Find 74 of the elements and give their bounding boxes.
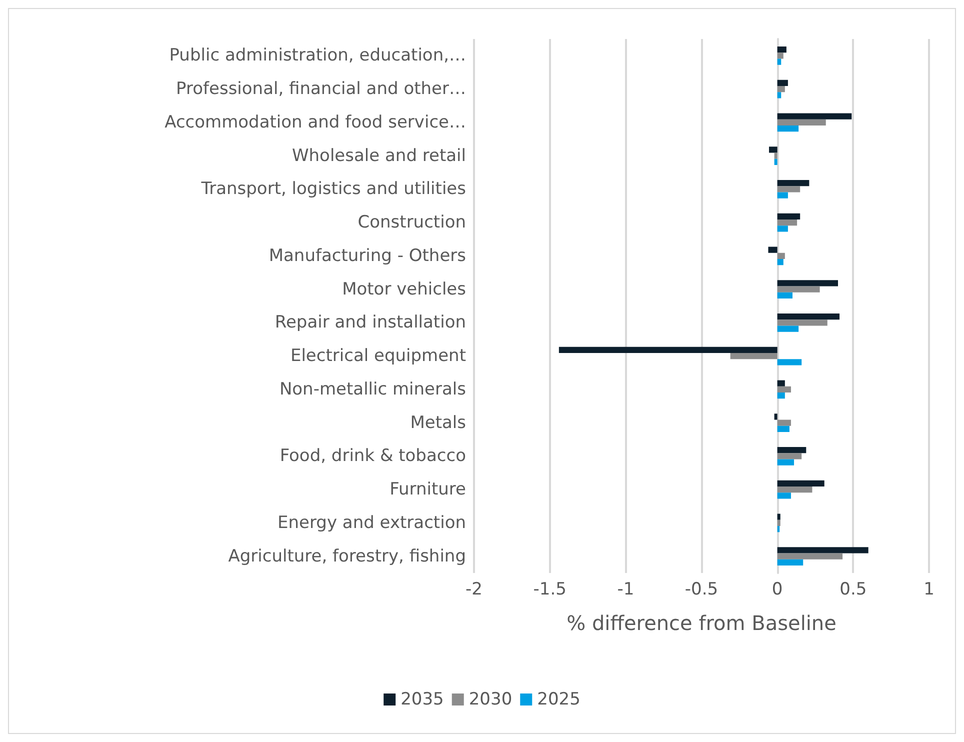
bar xyxy=(777,286,820,292)
bar xyxy=(774,152,778,159)
bar xyxy=(777,459,794,466)
y-tick-label: Metals xyxy=(410,412,466,433)
bar xyxy=(777,280,838,286)
bar xyxy=(777,180,810,186)
bar xyxy=(777,547,868,554)
y-tick-label: Agriculture, forestry, fishing xyxy=(228,546,466,566)
y-tick-label: Repair and installation xyxy=(274,312,466,333)
legend-label: 2035 xyxy=(400,690,444,710)
y-tick-label: Electrical equipment xyxy=(290,346,466,366)
bar xyxy=(777,113,852,120)
bar xyxy=(777,426,790,432)
bar xyxy=(777,86,785,92)
y-tick-label: Professional, financial and other… xyxy=(176,79,466,100)
bar xyxy=(558,346,778,354)
bar xyxy=(777,492,791,499)
bar xyxy=(777,192,788,198)
bar xyxy=(777,186,800,192)
y-tick-label: Furniture xyxy=(390,480,466,500)
x-tick-label: -1 xyxy=(617,580,634,600)
legend-label: 2030 xyxy=(468,690,512,710)
bar xyxy=(777,292,792,298)
bar xyxy=(777,125,799,132)
x-tick-label: -0.5 xyxy=(684,580,718,600)
x-tick-label: 0.5 xyxy=(840,580,867,600)
y-tick-label: Transport, logistics and utilities xyxy=(200,179,466,200)
bar xyxy=(777,326,799,332)
y-tick-label: Manufacturing - Others xyxy=(268,246,466,266)
bar xyxy=(777,226,788,232)
bar xyxy=(777,386,791,392)
bar xyxy=(777,320,828,326)
bar xyxy=(768,246,778,253)
y-tick-label: Non-metallic minerals xyxy=(279,379,466,400)
bar xyxy=(777,314,840,320)
y-tick-label: Construction xyxy=(358,212,466,233)
bar xyxy=(777,80,788,86)
bar xyxy=(777,447,806,454)
bar xyxy=(777,92,782,98)
bar xyxy=(777,58,782,65)
y-tick-label: Food, drink & tobacco xyxy=(280,446,466,466)
x-tick-label: 1 xyxy=(924,580,934,600)
bar xyxy=(777,553,843,560)
bar xyxy=(777,480,824,487)
x-tick-label: -2 xyxy=(466,580,482,600)
bar xyxy=(777,359,802,366)
bar xyxy=(777,392,785,399)
bar xyxy=(768,146,778,153)
x-axis-title: % difference from Baseline xyxy=(566,611,836,635)
bar xyxy=(777,514,780,520)
bar xyxy=(777,559,804,566)
y-tick-label: Wholesale and retail xyxy=(292,146,466,166)
bar xyxy=(777,252,785,259)
bar xyxy=(777,380,785,386)
bar xyxy=(774,414,778,420)
bar xyxy=(777,52,784,59)
bar xyxy=(777,220,798,226)
bar xyxy=(774,158,778,165)
bar xyxy=(777,520,780,526)
legend-label: 2025 xyxy=(537,690,580,710)
x-tick-label: -1.5 xyxy=(533,580,566,600)
y-tick-label: Motor vehicles xyxy=(342,279,466,300)
y-tick-label: Accommodation and food service… xyxy=(164,112,466,132)
bar xyxy=(777,420,791,426)
bar xyxy=(777,486,812,493)
bar xyxy=(777,46,786,53)
bar xyxy=(777,453,802,460)
bar xyxy=(777,119,826,126)
y-tick-label: Energy and extraction xyxy=(277,512,466,533)
bar xyxy=(730,353,778,360)
x-tick-label: 0 xyxy=(772,580,783,600)
y-tick-label: Public administration, education,… xyxy=(169,46,466,66)
bar xyxy=(777,213,800,220)
bar xyxy=(777,258,784,266)
